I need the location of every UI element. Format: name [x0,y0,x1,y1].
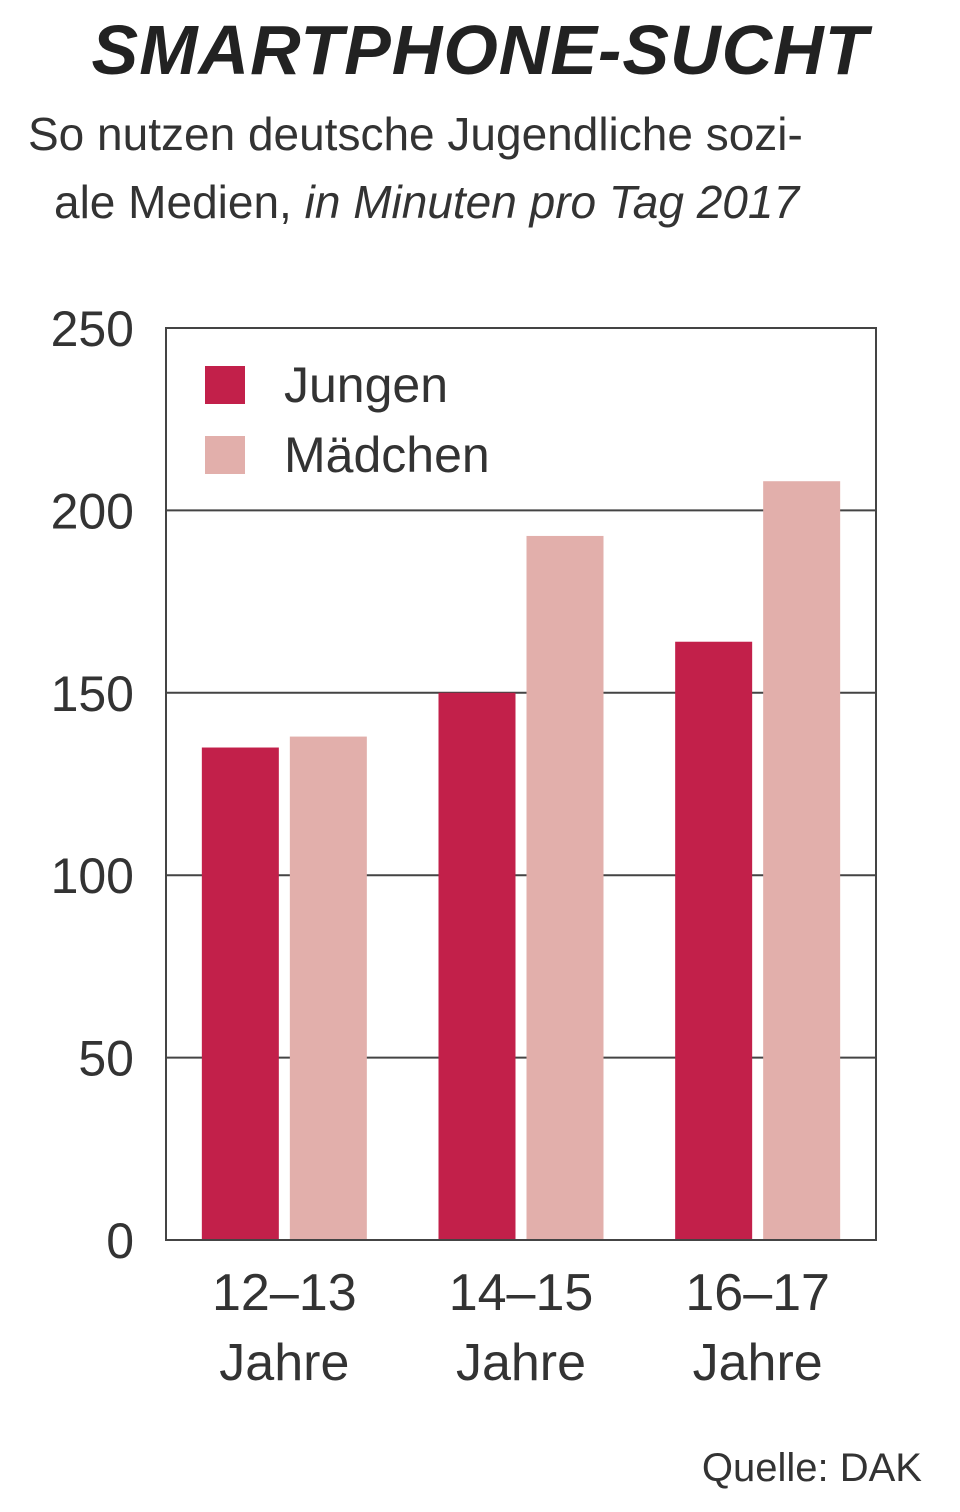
plot-frame [165,327,877,1241]
subtitle-unit: in Minuten pro Tag 2017 [304,176,800,228]
subtitle-line-1: So nutzen deutsche Jugendliche sozi- [28,108,803,160]
bar-mdchen-3 [763,481,841,1240]
bar-mdchen-1 [289,736,367,1240]
legend-swatch [205,436,245,474]
x-tick-label: 16–17 [685,1264,830,1322]
y-tick-label: 0 [106,1213,134,1269]
chart-subtitle: So nutzen deutsche Jugendliche sozi- ale… [28,100,938,236]
bar-jungen-2 [438,692,516,1240]
x-tick-label: 12–13 [212,1264,357,1322]
bar-jungen-1 [201,747,279,1240]
bar-jungen-3 [675,641,753,1240]
legend-label: Mädchen [284,427,490,483]
y-tick-label: 200 [51,483,134,539]
y-tick-label: 150 [51,666,134,722]
x-tick-label: 14–15 [449,1264,594,1322]
x-tick-label: Jahre [456,1334,586,1392]
x-tick-label: Jahre [219,1334,349,1392]
y-tick-label: 50 [78,1031,134,1087]
y-tick-label: 100 [51,848,134,904]
subtitle-text: ale Medien, [54,176,292,228]
bar-mdchen-2 [526,535,604,1240]
chart-title: SMARTPHONE-SUCHT [91,11,869,89]
subtitle-line-2: ale Medien, in Minuten pro Tag 2017 [28,168,938,236]
y-tick-label: 250 [51,301,134,357]
x-tick-label: Jahre [693,1334,823,1392]
legend-label: Jungen [284,357,448,413]
legend-swatch [205,366,245,404]
source-note: Quelle: DAK [701,1446,922,1490]
